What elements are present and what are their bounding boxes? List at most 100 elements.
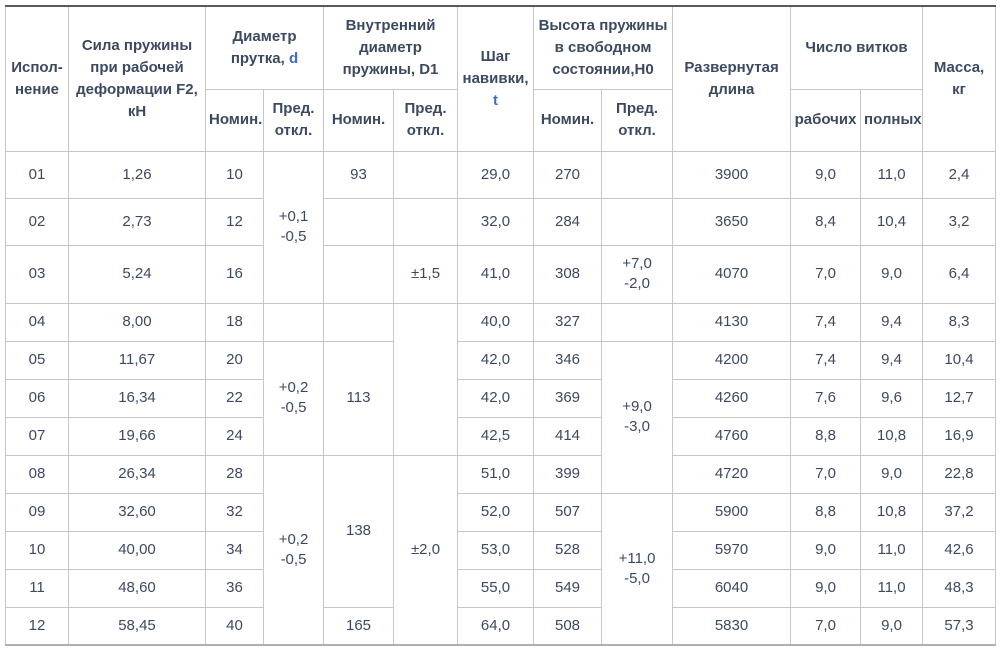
cell-vitkov-polnyh: 9,4 <box>860 302 924 342</box>
cell-vitkov-rabochih: 7,0 <box>790 454 862 494</box>
cell-vitkov-polnyh: 9,6 <box>860 378 924 418</box>
subheader-h0-pred-otkl: Пред. откл. <box>601 88 674 152</box>
cell-h0-otkl <box>601 150 674 199</box>
table-row: 12 58,45 40 165 64,0 508 5830 7,0 9,0 57… <box>5 606 997 646</box>
cell-h0-nom: 399 <box>533 454 603 494</box>
cell-d1-nom <box>323 197 394 246</box>
cell-massa: 10,4 <box>922 340 997 380</box>
cell-dlina: 4720 <box>672 454 792 494</box>
col-header-sila-pruzhiny: Сила пружины при рабочей деформации F2, … <box>68 5 206 152</box>
cell-d-nom: 16 <box>205 244 264 304</box>
cell-h0-nom: 369 <box>533 378 603 418</box>
cell-dlina: 4130 <box>672 302 792 342</box>
table-row: 06 16,34 22 42,0 369 4260 7,6 9,6 12,7 <box>5 378 997 418</box>
cell-f2: 2,73 <box>68 197 206 246</box>
header-group-row: Испол- нение Сила пружины при рабочей де… <box>5 5 997 152</box>
cell-shag: 42,0 <box>457 378 535 418</box>
cell-vitkov-polnyh: 10,4 <box>860 197 924 246</box>
cell-vitkov-polnyh: 9,0 <box>860 454 924 494</box>
cell-ispolnenie: 07 <box>5 416 69 456</box>
cell-d1-otkl <box>392 302 459 456</box>
cell-d-otkl <box>263 302 324 342</box>
cell-shag: 32,0 <box>457 197 535 246</box>
table-row: 03 5,24 16 ±1,5 41,0 308 +7,0 -2,0 4070 … <box>5 244 997 304</box>
cell-f2: 5,24 <box>68 244 206 304</box>
cell-f2: 58,45 <box>68 606 206 646</box>
cell-f2: 48,60 <box>68 568 206 608</box>
cell-ispolnenie: 08 <box>5 454 69 494</box>
cell-shag: 51,0 <box>457 454 535 494</box>
table-row: 11 48,60 36 55,0 549 6040 9,0 11,0 48,3 <box>5 568 997 608</box>
cell-f2: 1,26 <box>68 150 206 199</box>
subheader-vitkov-rabochih: рабочих <box>790 88 862 152</box>
cell-vitkov-polnyh: 10,8 <box>860 416 924 456</box>
cell-h0-nom: 507 <box>533 492 603 532</box>
cell-ispolnenie: 06 <box>5 378 69 418</box>
cell-shag: 52,0 <box>457 492 535 532</box>
cell-h0-nom: 549 <box>533 568 603 608</box>
cell-ispolnenie: 03 <box>5 244 69 304</box>
cell-h0-nom: 346 <box>533 340 603 380</box>
shag-navivki-variable: t <box>493 91 499 109</box>
cell-shag: 64,0 <box>457 606 535 646</box>
cell-vitkov-polnyh: 10,8 <box>860 492 924 532</box>
cell-f2: 32,60 <box>68 492 206 532</box>
cell-dlina: 3900 <box>672 150 792 199</box>
subheader-d1-nomin: Номин. <box>323 88 394 152</box>
cell-d-nom: 36 <box>205 568 264 608</box>
cell-dlina: 4200 <box>672 340 792 380</box>
subheader-d-pred-otkl: Пред. откл. <box>263 88 324 152</box>
cell-shag: 40,0 <box>457 302 535 342</box>
cell-vitkov-polnyh: 11,0 <box>860 530 924 570</box>
cell-dlina: 3650 <box>672 197 792 246</box>
cell-d-nom: 22 <box>205 378 264 418</box>
cell-h0-nom: 508 <box>533 606 603 646</box>
col-header-shag-navivki: Шаг навивки, t <box>457 5 535 152</box>
table-body: 01 1,26 10 +0,1 -0,5 93 29,0 270 3900 9,… <box>5 150 997 646</box>
cell-h0-otkl: +11,0 -5,0 <box>601 492 674 646</box>
cell-shag: 53,0 <box>457 530 535 570</box>
cell-massa: 48,3 <box>922 568 997 608</box>
col-header-razvernutaya-dlina: Развернутая длина <box>672 5 792 152</box>
cell-vitkov-rabochih: 7,4 <box>790 302 862 342</box>
cell-d1-otkl: ±1,5 <box>392 244 459 304</box>
table-row: 01 1,26 10 +0,1 -0,5 93 29,0 270 3900 9,… <box>5 150 997 304</box>
col-header-vysota-pruzhiny: Высота пружины в свободном состоянии,H0 <box>533 5 674 90</box>
cell-ispolnenie: 12 <box>5 606 69 646</box>
cell-dlina: 6040 <box>672 568 792 608</box>
cell-shag: 55,0 <box>457 568 535 608</box>
table-row: 04 8,00 18 40,0 327 4130 7,4 9,4 8,3 <box>5 302 997 456</box>
cell-ispolnenie: 11 <box>5 568 69 608</box>
cell-massa: 6,4 <box>922 244 997 304</box>
cell-h0-nom: 284 <box>533 197 603 246</box>
cell-f2: 19,66 <box>68 416 206 456</box>
cell-massa: 3,2 <box>922 197 997 246</box>
cell-vitkov-rabochih: 9,0 <box>790 530 862 570</box>
cell-h0-nom: 528 <box>533 530 603 570</box>
cell-d-nom: 12 <box>205 197 264 246</box>
cell-d-nom: 32 <box>205 492 264 532</box>
cell-d1-nom <box>323 244 394 304</box>
diametr-prutka-variable: d <box>288 49 299 67</box>
cell-shag: 41,0 <box>457 244 535 304</box>
cell-d-nom: 24 <box>205 416 264 456</box>
col-header-diametr-prutka: Диаметр прутка, d <box>205 5 324 90</box>
subheader-d1-pred-otkl: Пред. откл. <box>392 88 459 152</box>
cell-d-nom: 34 <box>205 530 264 570</box>
cell-d1-nom <box>323 302 394 342</box>
cell-vitkov-rabochih: 7,6 <box>790 378 862 418</box>
cell-ispolnenie: 01 <box>5 150 69 199</box>
cell-massa: 16,9 <box>922 416 997 456</box>
cell-d-nom: 28 <box>205 454 264 494</box>
cell-d-otkl: +0,1 -0,5 <box>263 150 324 304</box>
cell-vitkov-rabochih: 9,0 <box>790 150 862 199</box>
spring-parameters-table: Испол- нение Сила пружины при рабочей де… <box>5 5 997 646</box>
cell-d1-nom: 165 <box>323 606 394 646</box>
cell-dlina: 5970 <box>672 530 792 570</box>
cell-vitkov-rabochih: 7,0 <box>790 606 862 646</box>
cell-shag: 42,5 <box>457 416 535 456</box>
cell-d1-otkl: ±2,0 <box>392 454 459 646</box>
cell-vitkov-rabochih: 8,8 <box>790 416 862 456</box>
shag-navivki-label: Шаг навивки, <box>462 47 529 87</box>
cell-massa: 42,6 <box>922 530 997 570</box>
